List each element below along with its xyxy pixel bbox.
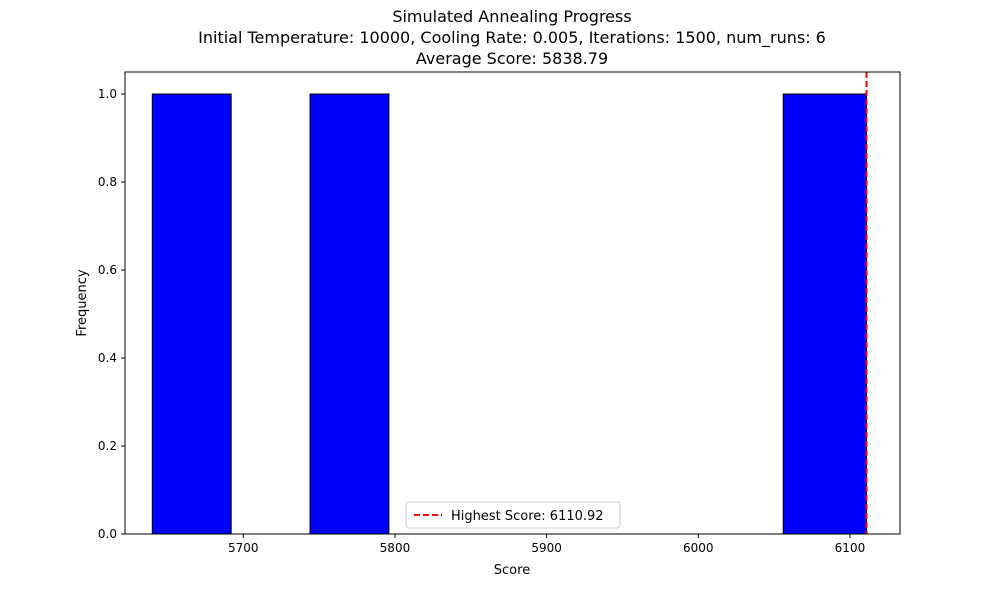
legend: Highest Score: 6110.92: [405, 501, 621, 529]
x-tick-label: 6100: [835, 541, 866, 555]
x-tick-label: 5800: [380, 541, 411, 555]
x-axis-ticks: 5700 5800 5900 6000 6100: [228, 534, 865, 555]
x-tick-label: 5900: [531, 541, 562, 555]
histogram-bar: [782, 93, 868, 535]
plot-area-frame: [124, 71, 901, 535]
x-axis-label: Score: [494, 563, 530, 578]
y-tick-label: 0.6: [98, 263, 117, 277]
y-axis-label: Frequency: [75, 269, 90, 336]
y-tick-label: 1.0: [98, 87, 117, 101]
chart-subtitle-line2: Average Score: 5838.79: [416, 49, 608, 68]
histogram-bar: [309, 93, 390, 535]
chart-title: Simulated Annealing Progress: [392, 7, 631, 26]
legend-box: [405, 501, 621, 529]
legend-label: Highest Score: 6110.92: [451, 509, 604, 524]
chart-subtitle-line1: Initial Temperature: 10000, Cooling Rate…: [198, 28, 826, 48]
y-tick-label: 0.8: [98, 175, 117, 189]
y-tick-label: 0.2: [98, 439, 117, 453]
y-axis-ticks: 0.0 0.2 0.4 0.6 0.8 1.0: [98, 87, 125, 541]
histogram-bars: [151, 93, 868, 535]
y-tick-label: 0.0: [98, 527, 117, 541]
histogram-bar: [151, 93, 232, 535]
y-tick-label: 0.4: [98, 351, 117, 365]
x-tick-label: 5700: [228, 541, 259, 555]
x-tick-label: 6000: [683, 541, 714, 555]
